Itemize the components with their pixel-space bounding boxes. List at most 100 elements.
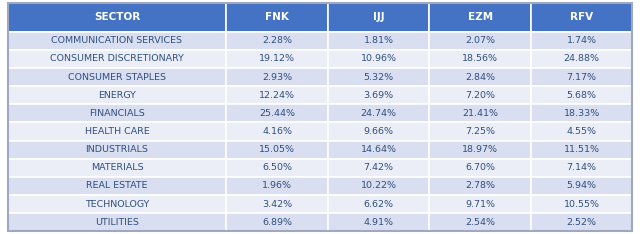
Bar	[328, 32, 429, 50]
Text: INDUSTRIALS: INDUSTRIALS	[86, 145, 148, 154]
Bar	[328, 86, 429, 104]
Text: 24.74%: 24.74%	[360, 109, 397, 118]
Text: ENERGY: ENERGY	[98, 91, 136, 100]
Text: 7.42%: 7.42%	[364, 163, 394, 172]
Bar	[8, 213, 227, 231]
Bar	[8, 3, 227, 32]
Text: 7.25%: 7.25%	[465, 127, 495, 136]
Text: 2.84%: 2.84%	[465, 73, 495, 82]
Bar	[429, 68, 531, 86]
Text: 2.54%: 2.54%	[465, 218, 495, 227]
Bar	[8, 159, 227, 177]
Bar	[429, 50, 531, 68]
Text: 4.16%: 4.16%	[262, 127, 292, 136]
Bar	[429, 177, 531, 195]
Text: 2.78%: 2.78%	[465, 181, 495, 190]
Text: 18.97%: 18.97%	[462, 145, 498, 154]
Bar	[429, 3, 531, 32]
Text: 2.28%: 2.28%	[262, 36, 292, 45]
Text: 5.32%: 5.32%	[364, 73, 394, 82]
Bar	[8, 122, 227, 141]
Text: MATERIALS: MATERIALS	[91, 163, 143, 172]
Bar	[429, 104, 531, 122]
Text: 18.56%: 18.56%	[462, 55, 498, 63]
Bar	[227, 213, 328, 231]
Bar	[8, 50, 227, 68]
Bar	[429, 159, 531, 177]
Text: TECHNOLOGY: TECHNOLOGY	[85, 200, 149, 208]
Text: 5.68%: 5.68%	[566, 91, 596, 100]
Bar	[8, 195, 227, 213]
Text: 2.93%: 2.93%	[262, 73, 292, 82]
Text: 2.52%: 2.52%	[566, 218, 596, 227]
Text: 1.81%: 1.81%	[364, 36, 394, 45]
Text: EZM: EZM	[467, 12, 493, 22]
Bar	[328, 195, 429, 213]
Bar	[8, 104, 227, 122]
Bar	[227, 32, 328, 50]
Bar	[8, 68, 227, 86]
Text: HEALTH CARE: HEALTH CARE	[84, 127, 149, 136]
Text: RFV: RFV	[570, 12, 593, 22]
Text: 10.22%: 10.22%	[360, 181, 397, 190]
Bar	[429, 122, 531, 141]
Bar	[227, 50, 328, 68]
Bar	[531, 177, 632, 195]
Text: CONSUMER DISCRETIONARY: CONSUMER DISCRETIONARY	[50, 55, 184, 63]
Bar	[8, 141, 227, 159]
Bar	[531, 3, 632, 32]
Bar	[227, 159, 328, 177]
Text: 15.05%: 15.05%	[259, 145, 295, 154]
Text: 6.62%: 6.62%	[364, 200, 394, 208]
Bar	[227, 177, 328, 195]
Text: 11.51%: 11.51%	[564, 145, 600, 154]
Bar	[531, 32, 632, 50]
Bar	[8, 32, 227, 50]
Text: UTILITIES: UTILITIES	[95, 218, 139, 227]
Bar	[8, 86, 227, 104]
Bar	[531, 68, 632, 86]
Text: 10.96%: 10.96%	[360, 55, 397, 63]
Bar	[227, 195, 328, 213]
Text: 14.64%: 14.64%	[360, 145, 397, 154]
Text: 3.42%: 3.42%	[262, 200, 292, 208]
Bar	[531, 50, 632, 68]
Bar	[227, 86, 328, 104]
Bar	[531, 141, 632, 159]
Bar	[531, 104, 632, 122]
Bar	[429, 195, 531, 213]
Bar	[328, 50, 429, 68]
Text: 10.55%: 10.55%	[564, 200, 600, 208]
Text: COMMUNICATION SERVICES: COMMUNICATION SERVICES	[51, 36, 182, 45]
Text: 1.74%: 1.74%	[566, 36, 596, 45]
Bar	[328, 122, 429, 141]
Bar	[531, 86, 632, 104]
Text: 6.70%: 6.70%	[465, 163, 495, 172]
Bar	[429, 213, 531, 231]
Text: FINANCIALS: FINANCIALS	[89, 109, 145, 118]
Bar	[328, 159, 429, 177]
Bar	[328, 104, 429, 122]
Text: 4.91%: 4.91%	[364, 218, 394, 227]
Text: REAL ESTATE: REAL ESTATE	[86, 181, 148, 190]
Bar	[227, 141, 328, 159]
Text: 7.17%: 7.17%	[566, 73, 596, 82]
Text: SECTOR: SECTOR	[94, 12, 140, 22]
Bar	[328, 68, 429, 86]
Bar	[531, 122, 632, 141]
Text: IJJ: IJJ	[372, 12, 385, 22]
Text: 6.50%: 6.50%	[262, 163, 292, 172]
Bar	[8, 177, 227, 195]
Text: 5.94%: 5.94%	[566, 181, 596, 190]
Text: 25.44%: 25.44%	[259, 109, 295, 118]
Text: 12.24%: 12.24%	[259, 91, 295, 100]
Bar	[328, 3, 429, 32]
Text: 9.66%: 9.66%	[364, 127, 394, 136]
Bar	[429, 32, 531, 50]
Bar	[531, 213, 632, 231]
Text: 18.33%: 18.33%	[563, 109, 600, 118]
Text: 24.88%: 24.88%	[564, 55, 600, 63]
Text: 7.20%: 7.20%	[465, 91, 495, 100]
Text: 9.71%: 9.71%	[465, 200, 495, 208]
Text: 21.41%: 21.41%	[462, 109, 498, 118]
